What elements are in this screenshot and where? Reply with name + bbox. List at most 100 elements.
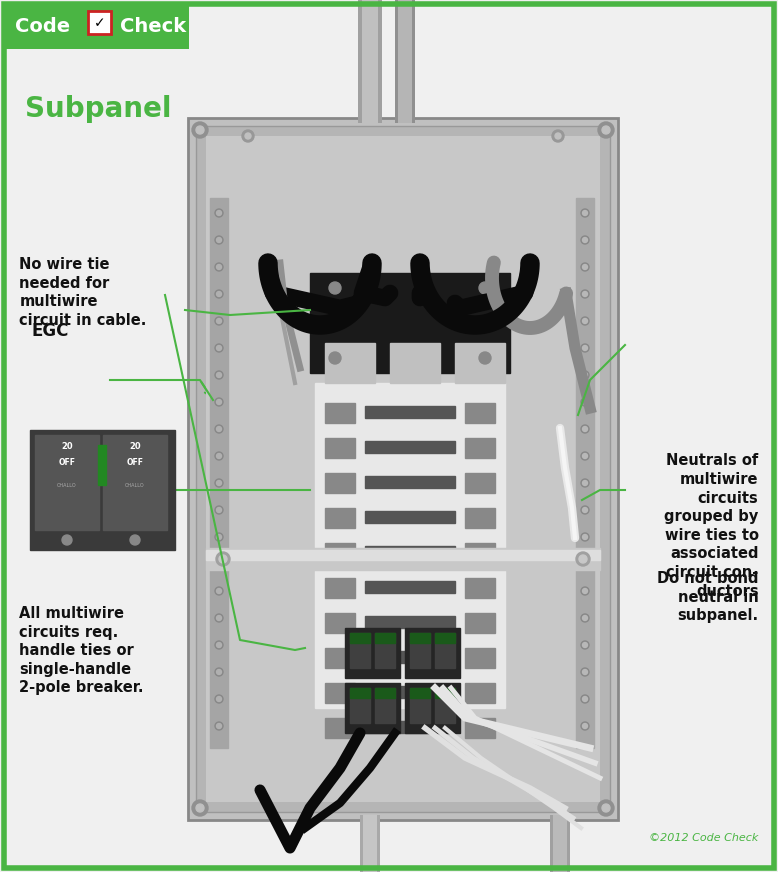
Bar [405, 628, 460, 678]
Circle shape [215, 560, 223, 568]
Circle shape [583, 453, 587, 459]
Circle shape [583, 264, 587, 269]
Circle shape [62, 535, 72, 545]
Bar [465, 683, 495, 703]
Circle shape [215, 371, 223, 379]
Bar [410, 633, 430, 668]
Circle shape [583, 480, 587, 486]
Bar [325, 543, 355, 563]
Circle shape [555, 133, 561, 139]
Bar [390, 343, 440, 383]
Circle shape [216, 724, 222, 728]
Circle shape [216, 508, 222, 513]
Text: Check: Check [120, 17, 186, 37]
Bar [576, 198, 594, 748]
Circle shape [216, 552, 230, 566]
Circle shape [215, 506, 223, 514]
Circle shape [581, 452, 589, 460]
Circle shape [215, 290, 223, 298]
Bar [350, 688, 370, 723]
Bar [410, 688, 430, 723]
Circle shape [581, 371, 589, 379]
Text: Neutrals of
multiwire
circuits
grouped by
wire ties to
associated
circuit con-
d: Neutrals of multiwire circuits grouped b… [664, 453, 759, 599]
Bar [435, 688, 455, 698]
Bar [405, 683, 460, 733]
Bar [358, 0, 382, 123]
Circle shape [581, 344, 589, 352]
Circle shape [583, 562, 587, 567]
Bar [206, 136, 600, 802]
Bar [410, 633, 430, 643]
Bar [465, 543, 495, 563]
Bar [4, 4, 189, 49]
Circle shape [215, 425, 223, 433]
Bar [365, 441, 455, 453]
Circle shape [583, 697, 587, 701]
Bar [35, 435, 99, 530]
Bar [325, 578, 355, 598]
Bar [325, 343, 375, 383]
Circle shape [583, 535, 587, 540]
Text: Do not bond
neutral in
subpanel.: Do not bond neutral in subpanel. [657, 571, 759, 623]
Bar [435, 688, 455, 723]
Circle shape [583, 345, 587, 351]
Circle shape [581, 587, 589, 595]
Circle shape [216, 562, 222, 567]
Circle shape [215, 344, 223, 352]
Bar [188, 118, 618, 820]
Circle shape [192, 122, 208, 138]
Circle shape [245, 133, 251, 139]
Bar [350, 633, 370, 643]
Circle shape [598, 122, 614, 138]
Bar [375, 633, 395, 643]
Circle shape [215, 209, 223, 217]
Circle shape [215, 587, 223, 595]
Circle shape [216, 372, 222, 378]
Bar [103, 435, 167, 530]
Circle shape [219, 555, 227, 563]
Circle shape [329, 282, 341, 294]
Bar [365, 686, 455, 698]
Bar [196, 126, 610, 812]
Circle shape [581, 614, 589, 622]
Circle shape [602, 126, 610, 134]
Circle shape [196, 804, 204, 812]
Bar [365, 721, 455, 733]
Text: No wire tie
needed for
multiwire
circuit in cable.: No wire tie needed for multiwire circuit… [19, 257, 147, 328]
Circle shape [581, 425, 589, 433]
Circle shape [583, 616, 587, 621]
Bar [325, 613, 355, 633]
Circle shape [215, 695, 223, 703]
Bar [365, 651, 455, 663]
Bar [375, 633, 395, 668]
Circle shape [215, 317, 223, 325]
Bar [365, 406, 455, 418]
Bar [465, 473, 495, 493]
Circle shape [583, 399, 587, 405]
Circle shape [583, 643, 587, 648]
Circle shape [242, 130, 254, 142]
Circle shape [583, 724, 587, 728]
Bar [325, 648, 355, 668]
Bar [206, 548, 600, 570]
Circle shape [216, 480, 222, 486]
Circle shape [583, 318, 587, 324]
Text: Code: Code [15, 17, 70, 37]
Circle shape [479, 282, 491, 294]
Circle shape [216, 237, 222, 242]
Circle shape [581, 209, 589, 217]
Circle shape [583, 210, 587, 215]
Bar [375, 688, 395, 698]
Bar [465, 438, 495, 458]
Circle shape [576, 552, 590, 566]
Bar [365, 616, 455, 628]
Circle shape [216, 291, 222, 296]
Bar [553, 815, 567, 872]
Circle shape [583, 508, 587, 513]
Circle shape [583, 291, 587, 296]
Bar [206, 550, 600, 560]
Circle shape [216, 399, 222, 405]
Bar [310, 273, 510, 373]
Circle shape [581, 668, 589, 676]
Bar [410, 688, 430, 698]
